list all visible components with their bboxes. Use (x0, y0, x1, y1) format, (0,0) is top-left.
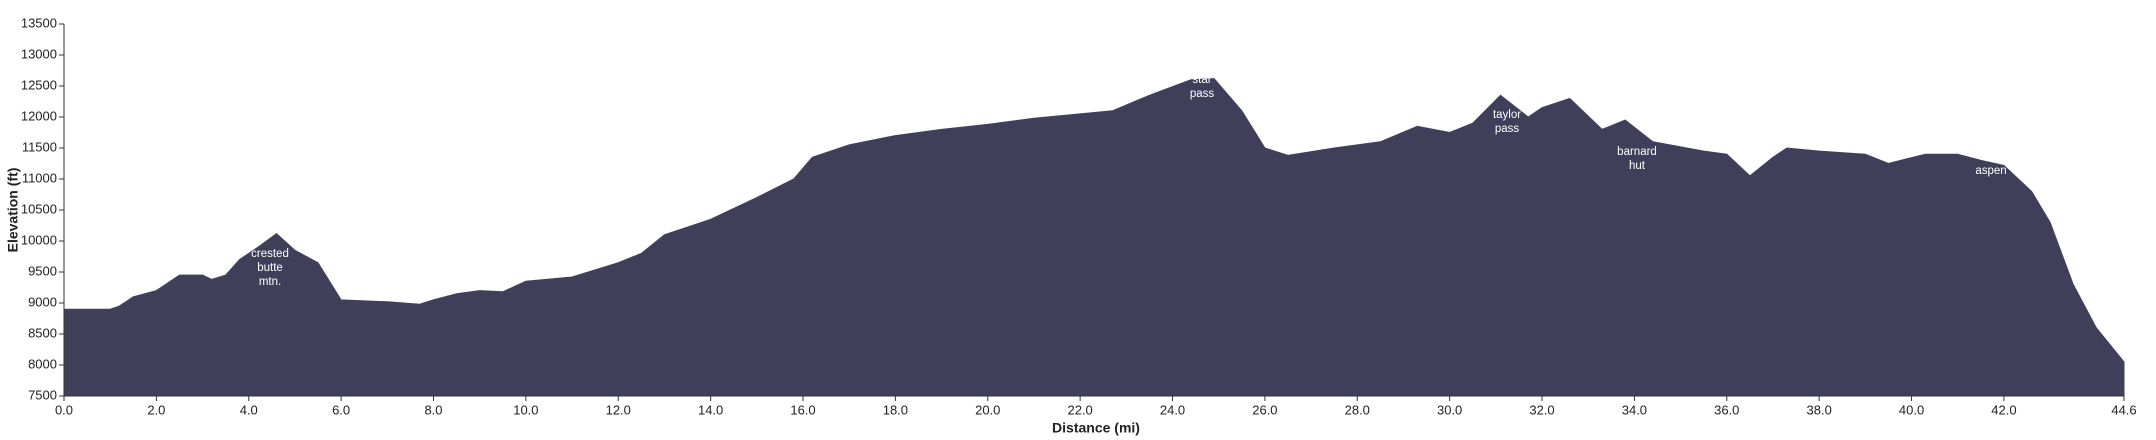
x-tick-label: 14.0 (698, 402, 723, 417)
x-tick-label: 0.0 (55, 402, 73, 417)
y-tick-label: 11500 (22, 139, 57, 154)
y-tick-label: 12500 (21, 77, 57, 92)
annotation: crested (251, 248, 289, 260)
x-tick-label: 32.0 (1529, 402, 1554, 417)
x-tick-label: 44.6 (2111, 402, 2136, 417)
x-axis-title: Distance (mi) (1052, 420, 1140, 436)
x-tick-label: 40.0 (1899, 402, 1924, 417)
x-tick-label: 10.0 (513, 402, 538, 417)
annotation: butte (257, 262, 283, 274)
y-tick-label: 9500 (28, 263, 57, 278)
y-tick-label: 9000 (28, 294, 57, 309)
x-tick-label: 36.0 (1714, 402, 1739, 417)
annotation: star (1192, 74, 1211, 86)
y-tick-label: 13500 (21, 15, 57, 30)
annotation: aspen (1975, 165, 2006, 177)
x-tick-label: 24.0 (1160, 402, 1185, 417)
annotation: mtn. (259, 276, 281, 288)
y-tick-label: 8000 (28, 356, 57, 371)
annotation: hut (1629, 160, 1646, 172)
x-tick-label: 2.0 (147, 402, 165, 417)
y-tick-label: 11000 (22, 170, 57, 185)
x-tick-label: 38.0 (1807, 402, 1832, 417)
y-tick-label: 10500 (21, 201, 57, 216)
elevation-area (63, 78, 2125, 397)
x-tick-label: 18.0 (883, 402, 908, 417)
x-tick-label: 22.0 (1067, 402, 1092, 417)
annotation: barnard (1617, 146, 1657, 158)
y-tick-label: 10000 (21, 232, 57, 247)
y-tick-label: 7500 (28, 387, 57, 402)
x-tick-label: 26.0 (1252, 402, 1277, 417)
x-tick-label: 28.0 (1345, 402, 1370, 417)
y-axis-title: Elevation (ft) (5, 168, 21, 253)
annotation: pass (1495, 123, 1520, 135)
y-tick-label: 8500 (28, 325, 57, 340)
x-tick-label: 34.0 (1622, 402, 1647, 417)
x-tick-label: 12.0 (606, 402, 631, 417)
x-tick-label: 20.0 (975, 402, 1000, 417)
x-tick-label: 16.0 (790, 402, 815, 417)
x-tick-label: 30.0 (1437, 402, 1462, 417)
x-tick-label: 42.0 (1991, 402, 2016, 417)
x-tick-label: 6.0 (332, 402, 350, 417)
x-tick-label: 8.0 (424, 402, 442, 417)
x-tick-label: 4.0 (240, 402, 258, 417)
y-tick-label: 12000 (21, 108, 57, 123)
annotation: pass (1190, 88, 1215, 100)
annotation: taylor (1493, 109, 1521, 121)
y-tick-label: 13000 (21, 46, 57, 61)
